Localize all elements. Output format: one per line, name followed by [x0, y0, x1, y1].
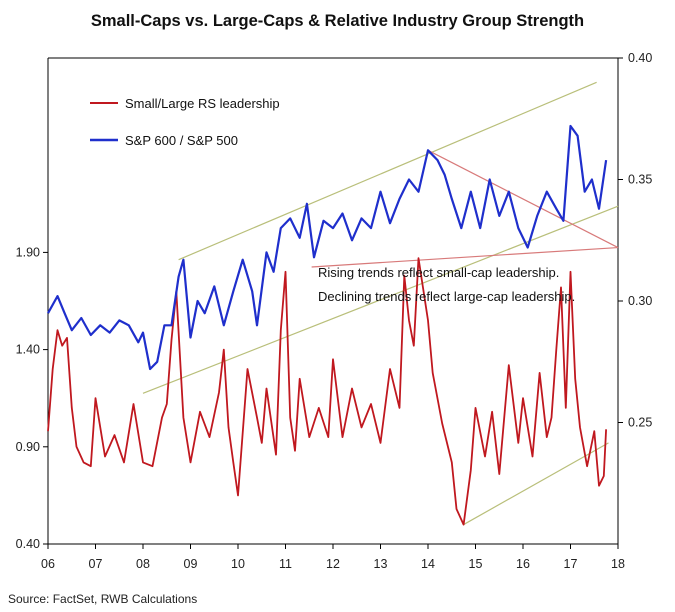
- annotation-line-2: Declining trends reflect large-cap leade…: [318, 289, 575, 304]
- trendline-support: [463, 442, 609, 526]
- legend: Small/Large RS leadership S&P 600 / S&P …: [90, 96, 280, 148]
- trendline-resistance: [427, 149, 619, 249]
- trendline-support: [311, 246, 619, 268]
- x-tick-label: 14: [421, 557, 435, 571]
- x-tick-label: 09: [184, 557, 198, 571]
- left-tick-label: 1.40: [16, 343, 40, 357]
- x-tick-label: 18: [611, 557, 625, 571]
- x-tick-label: 08: [136, 557, 150, 571]
- series-line-small-large-rs: [47, 257, 607, 526]
- left-axis-ticks: 0.40 0.90 1.40 1.90: [16, 245, 48, 551]
- x-tick-label: 13: [374, 557, 388, 571]
- x-axis-ticks: 06 07 08 09 10 11 12 13 14 15 16 17 18: [41, 544, 625, 571]
- x-tick-label: 07: [89, 557, 103, 571]
- trendline-channel: [178, 81, 597, 261]
- right-tick-label: 0.30: [628, 294, 652, 308]
- right-tick-label: 0.25: [628, 416, 652, 430]
- legend-label-red: Small/Large RS leadership: [125, 96, 280, 111]
- chart-title: Small-Caps vs. Large-Caps & Relative Ind…: [90, 12, 585, 30]
- x-tick-label: 12: [326, 557, 340, 571]
- left-tick-label: 1.90: [16, 245, 40, 259]
- legend-label-blue: S&P 600 / S&P 500: [125, 133, 238, 148]
- source-note: Source: FactSet, RWB Calculations: [8, 592, 198, 606]
- left-tick-label: 0.90: [16, 440, 40, 454]
- series-lines: [47, 124, 608, 526]
- right-axis-ticks: 0.25 0.30 0.35 0.40: [618, 51, 652, 430]
- x-tick-label: 15: [469, 557, 483, 571]
- x-tick-label: 11: [279, 557, 292, 571]
- series-line-sp600-sp500: [47, 124, 608, 371]
- right-tick-label: 0.40: [628, 51, 652, 65]
- right-tick-label: 0.35: [628, 173, 652, 187]
- x-tick-label: 10: [231, 557, 245, 571]
- x-tick-label: 17: [564, 557, 578, 571]
- annotation: Rising trends reflect small-cap leadersh…: [318, 265, 575, 304]
- left-tick-label: 0.40: [16, 537, 40, 551]
- x-tick-label: 06: [41, 557, 55, 571]
- trendlines: [142, 81, 619, 526]
- x-tick-label: 16: [516, 557, 530, 571]
- annotation-line-1: Rising trends reflect small-cap leadersh…: [318, 265, 559, 280]
